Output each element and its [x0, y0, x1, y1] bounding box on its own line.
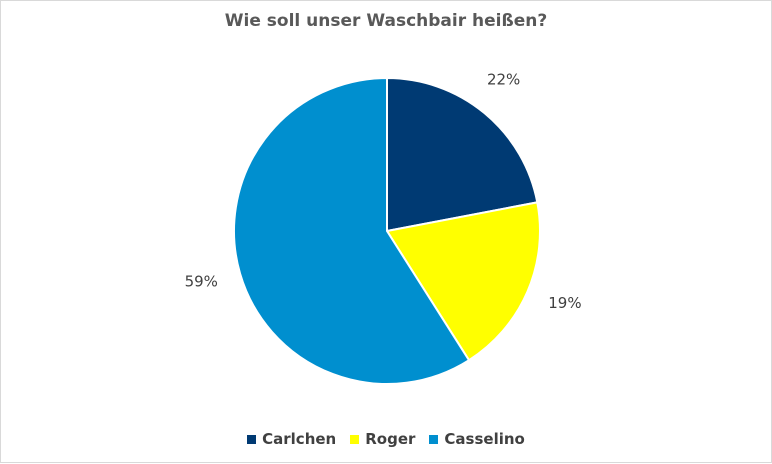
legend-swatch-casselino: [429, 434, 439, 444]
data-label-casselino: 59%: [185, 273, 218, 291]
legend-item-casselino: Casselino: [429, 430, 525, 448]
data-label-roger: 19%: [548, 294, 581, 312]
pie-slice-roger: [385, 201, 541, 362]
data-label-carlchen: 22%: [487, 70, 520, 88]
legend-label-roger: Roger: [365, 430, 416, 448]
legend-swatch-roger: [350, 434, 360, 444]
pie-slice-carlchen: [386, 76, 539, 233]
legend-item-roger: Roger: [350, 430, 415, 448]
chart-title: Wie soll unser Waschbair heißen?: [224, 11, 548, 31]
legend-label-casselino: Casselino: [444, 430, 525, 448]
legend-label-carlchen: Carlchen: [262, 430, 337, 448]
pie-slice-casselino: [233, 76, 471, 385]
legend: Carlchen Roger Casselino: [1, 430, 771, 448]
legend-swatch-carlchen: [247, 434, 257, 444]
legend-item-carlchen: Carlchen: [247, 430, 336, 448]
